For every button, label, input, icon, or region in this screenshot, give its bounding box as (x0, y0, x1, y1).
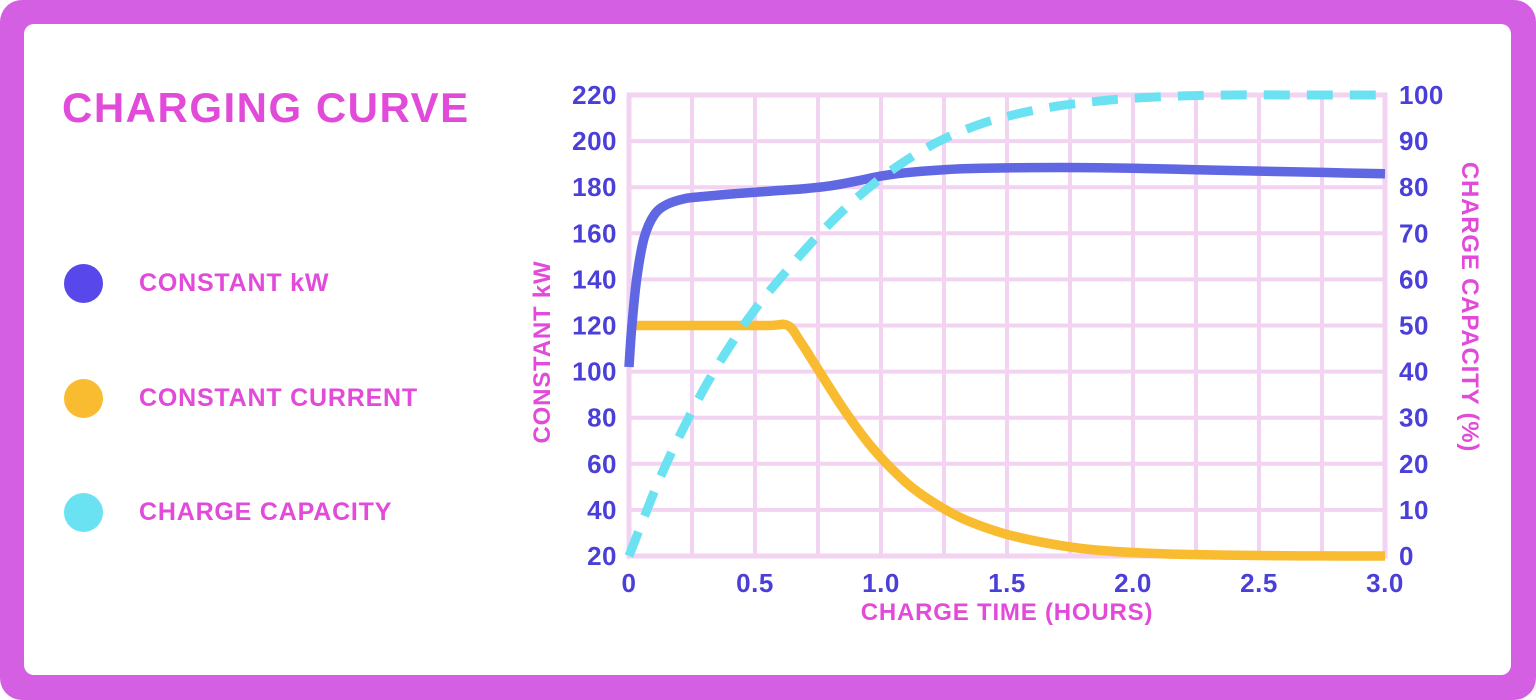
page-title: CHARGING CURVE (62, 84, 470, 131)
legend-label: CONSTANT kW (139, 268, 330, 297)
yellow-dot-icon (64, 378, 103, 418)
legend-label: CONSTANT CURRENT (139, 383, 418, 412)
blue-dot-icon (64, 263, 103, 303)
legend-label: CHARGE CAPACITY (139, 497, 393, 526)
legend-item-constant-kw: CONSTANT kW (64, 263, 329, 303)
legend-item-charge-capacity: CHARGE CAPACITY (64, 492, 392, 532)
cyan-dot-icon (64, 492, 103, 532)
legend-item-constant-current: CONSTANT CURRENT (64, 378, 418, 418)
